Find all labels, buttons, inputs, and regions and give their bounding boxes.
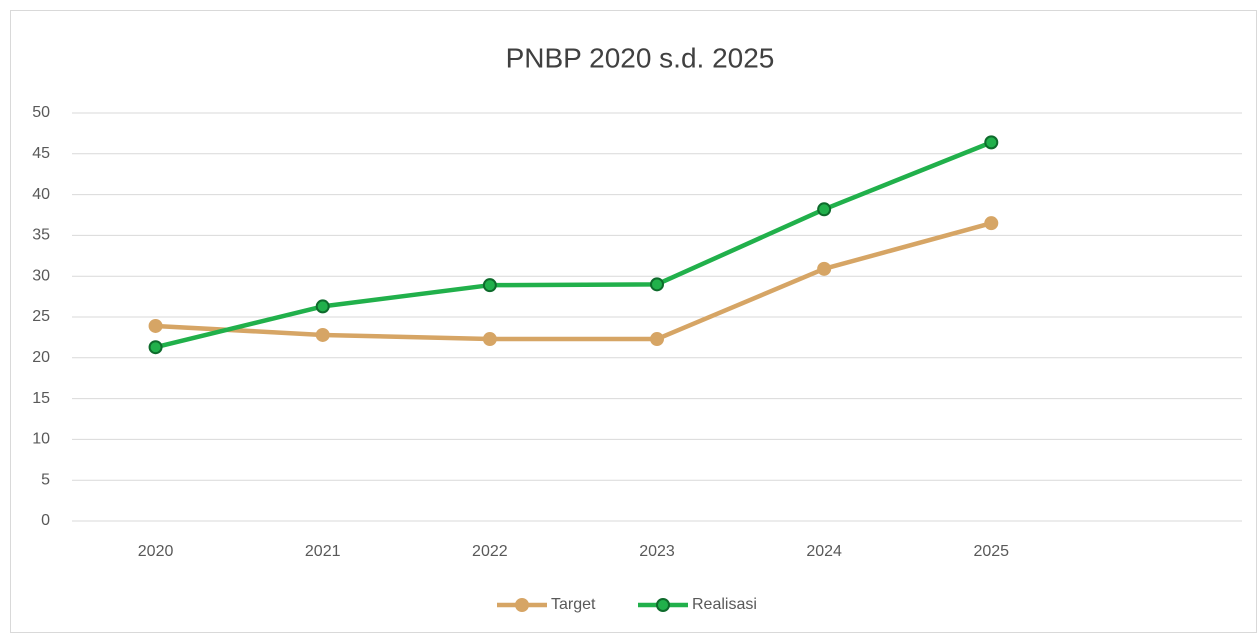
y-tick-label: 30 xyxy=(32,267,50,284)
data-point xyxy=(650,332,664,347)
data-point xyxy=(315,299,330,314)
data-point xyxy=(315,327,330,342)
y-tick-label: 20 xyxy=(32,349,50,366)
chart-title: PNBP 2020 s.d. 2025 xyxy=(506,42,775,73)
x-tick-label: 2024 xyxy=(806,543,842,560)
x-tick-label: 2025 xyxy=(973,543,1009,560)
y-tick-label: 50 xyxy=(32,104,50,121)
data-point xyxy=(817,202,832,217)
data-point xyxy=(984,216,999,231)
legend-label: Target xyxy=(551,596,596,613)
y-tick-label: 15 xyxy=(32,390,50,407)
data-point xyxy=(482,278,497,293)
x-tick-label: 2023 xyxy=(639,543,675,560)
data-point xyxy=(482,332,497,347)
y-tick-label: 45 xyxy=(32,145,50,162)
legend-marker xyxy=(515,598,529,612)
data-point xyxy=(148,340,163,355)
data-point xyxy=(148,318,163,333)
chart-frame xyxy=(10,10,1257,633)
y-tick-label: 25 xyxy=(32,308,50,325)
y-tick-label: 5 xyxy=(41,471,50,488)
y-tick-label: 40 xyxy=(32,186,50,203)
series-line xyxy=(155,220,992,342)
series-line xyxy=(155,140,993,350)
y-tick-label: 0 xyxy=(41,512,50,529)
data-point xyxy=(650,277,664,292)
data-point xyxy=(984,135,999,150)
y-tick-label: 10 xyxy=(32,431,50,448)
legend-marker xyxy=(656,598,670,612)
y-tick-label: 35 xyxy=(32,227,50,244)
x-tick-label: 2020 xyxy=(138,543,174,560)
x-tick-label: 2022 xyxy=(472,543,508,560)
x-tick-label: 2021 xyxy=(305,543,341,560)
legend-label: Realisasi xyxy=(692,596,757,613)
data-point xyxy=(817,261,832,276)
